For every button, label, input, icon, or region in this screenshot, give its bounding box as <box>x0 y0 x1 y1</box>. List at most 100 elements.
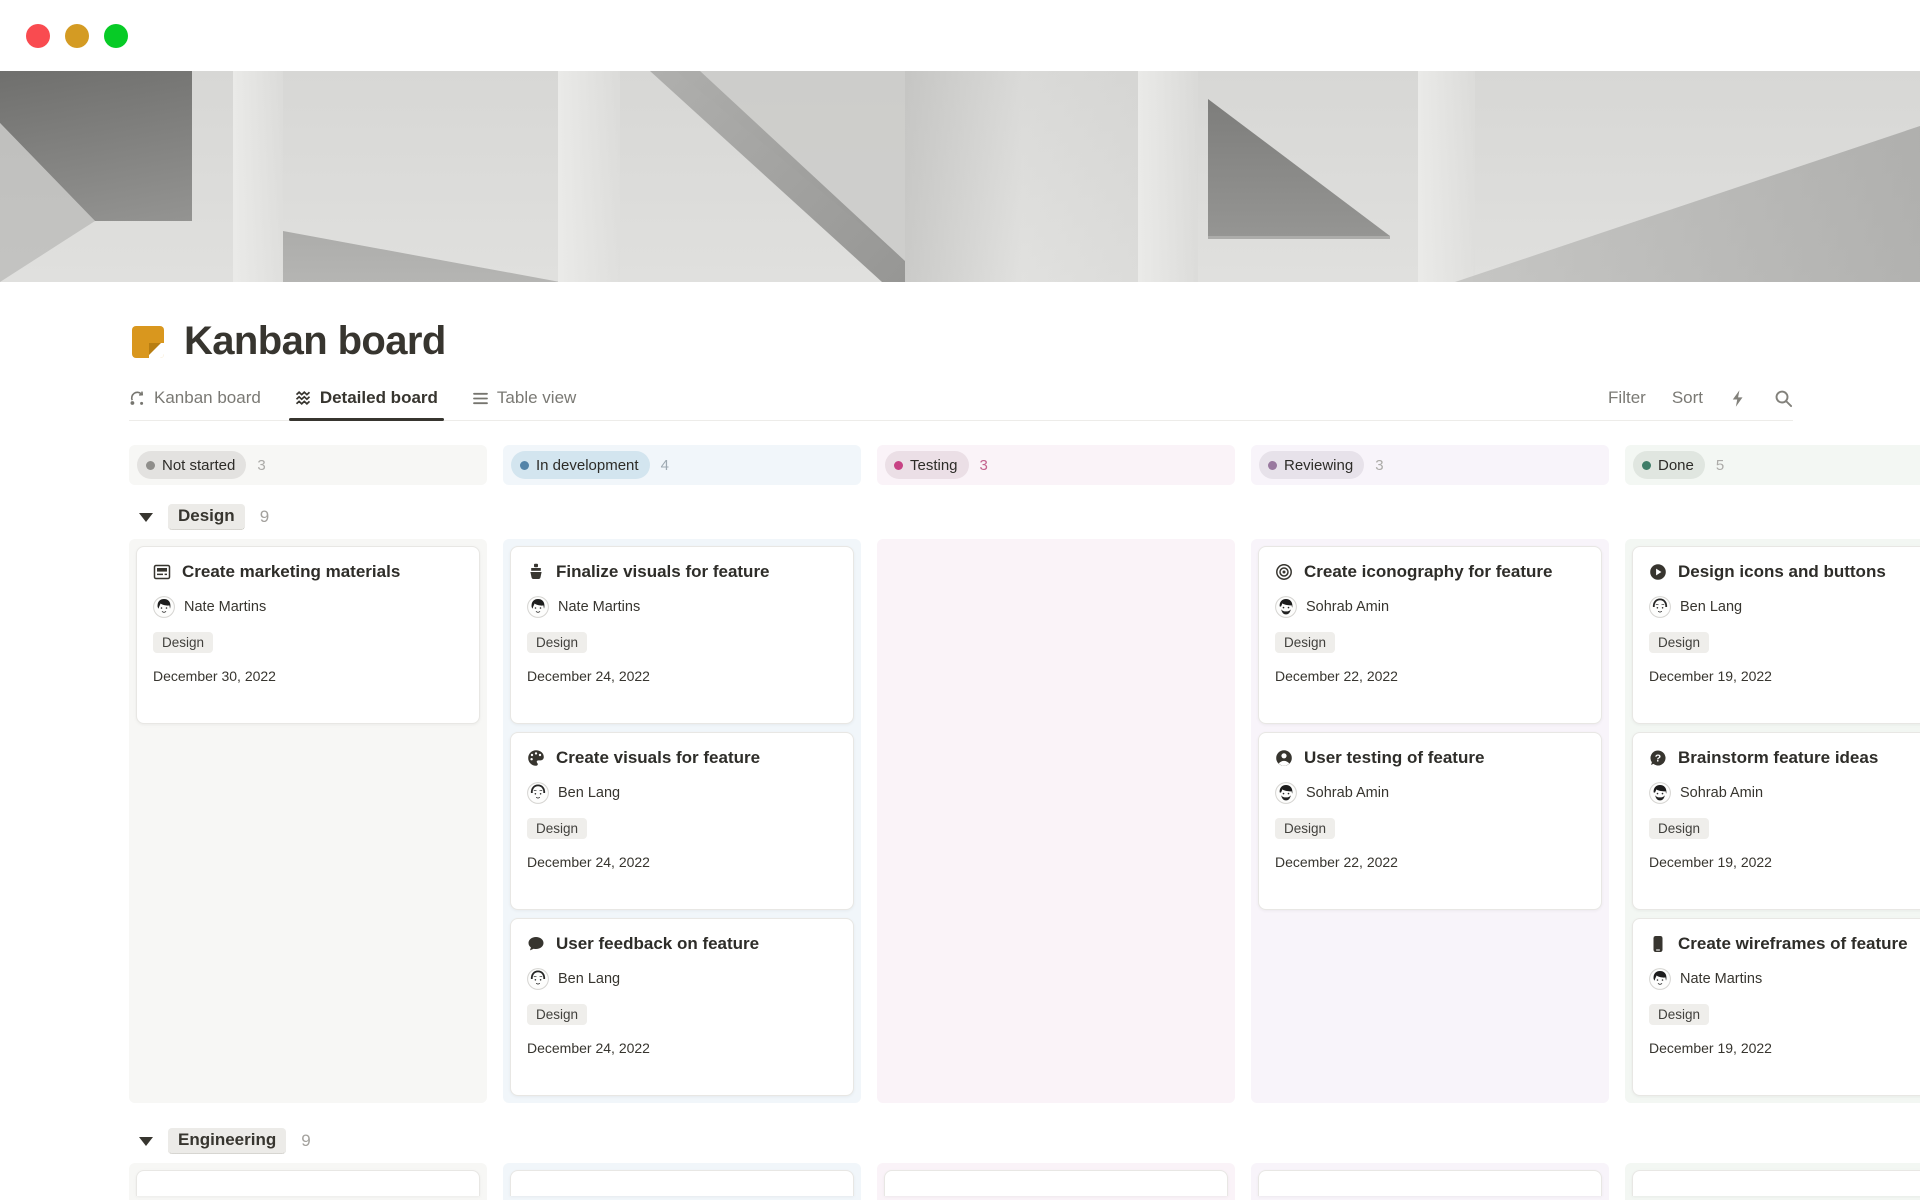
search-icon[interactable] <box>1774 389 1793 408</box>
tag-design[interactable]: Design <box>1275 818 1336 839</box>
avatar <box>527 782 549 804</box>
column-count: 3 <box>1375 456 1384 474</box>
column-header-in-development: In development 4 <box>503 445 861 485</box>
card-title: Design icons and buttons <box>1678 562 1886 581</box>
card-title: Create marketing materials <box>182 562 401 581</box>
assignee-name: Sohrab Amin <box>1680 785 1764 801</box>
tab-detailed-board[interactable]: Detailed board <box>288 388 445 421</box>
assignee-name: Ben Lang <box>558 971 621 987</box>
fullscreen-button[interactable] <box>104 23 128 48</box>
window-titlebar <box>0 0 1920 71</box>
column-count: 3 <box>257 456 266 474</box>
group-name-pill[interactable]: Design <box>168 504 245 530</box>
tag-row: Design <box>1275 818 1585 854</box>
card-preview[interactable] <box>1632 1170 1920 1196</box>
user-circle-icon <box>1275 749 1293 767</box>
due-date: December 19, 2022 <box>1649 854 1772 870</box>
card-finalize-visuals-for-feature[interactable]: Finalize visuals for feature Nate Martin… <box>510 546 854 724</box>
assignee-row: Nate Martins <box>1649 968 1920 990</box>
close-button[interactable] <box>26 23 50 48</box>
card-design-icons-and-buttons[interactable]: Design icons and buttons Ben Lang Design… <box>1632 546 1920 724</box>
card-preview[interactable] <box>1258 1170 1602 1196</box>
card-user-testing-of-feature[interactable]: User testing of feature Sohrab Amin Desi… <box>1258 732 1602 910</box>
card-user-feedback-on-feature[interactable]: User feedback on feature Ben Lang Design… <box>510 918 854 1096</box>
assignee-row: Sohrab Amin <box>1275 596 1585 618</box>
cover-image[interactable] <box>0 71 1920 282</box>
tag-design[interactable]: Design <box>153 632 214 653</box>
card-title-row: User testing of feature <box>1275 748 1585 768</box>
group-columns-design: Create marketing materials Nate Martins … <box>129 539 1920 1103</box>
tab-kanban-board[interactable]: Kanban board <box>129 388 261 420</box>
kanban-board: Not started 3 In development 4 Testing <box>129 445 1920 1200</box>
group-name-pill[interactable]: Engineering <box>168 1128 287 1154</box>
card-title: Brainstorm feature ideas <box>1678 748 1879 767</box>
tag-row: Design <box>1649 1004 1920 1040</box>
column-reviewing-group-engineering <box>1251 1163 1609 1200</box>
tab-table-view[interactable]: Table view <box>472 388 576 420</box>
card-title: Create iconography for feature <box>1304 562 1553 581</box>
status-dot <box>146 460 155 470</box>
status-label: Not started <box>162 456 236 474</box>
card-create-marketing-materials[interactable]: Create marketing materials Nate Martins … <box>136 546 480 724</box>
group-columns-engineering <box>129 1163 1920 1200</box>
card-preview[interactable] <box>136 1170 480 1196</box>
collapse-triangle-icon[interactable] <box>139 512 153 522</box>
status-dot <box>1642 460 1651 470</box>
tag-design[interactable]: Design <box>527 632 588 653</box>
column-testing-group-engineering <box>877 1163 1235 1200</box>
card-title-row: Create iconography for feature <box>1275 562 1585 582</box>
tag-design[interactable]: Design <box>1649 1004 1710 1025</box>
avatar <box>1649 596 1671 618</box>
avatar <box>527 968 549 990</box>
card-create-visuals-for-feature[interactable]: Create visuals for feature Ben Lang Desi… <box>510 732 854 910</box>
card-title-row: Create wireframes of feature <box>1649 934 1920 954</box>
status-pill-reviewing[interactable]: Reviewing <box>1259 451 1365 479</box>
assignee-name: Nate Martins <box>558 599 641 615</box>
column-not-started-group-engineering <box>129 1163 487 1200</box>
assignee-row: Sohrab Amin <box>1649 782 1920 804</box>
page-icon[interactable] <box>129 323 167 361</box>
phone-icon <box>1649 935 1667 953</box>
due-date: December 19, 2022 <box>1649 668 1772 684</box>
tag-design[interactable]: Design <box>527 1004 588 1025</box>
group-count: 9 <box>259 507 270 526</box>
status-label: In development <box>536 456 639 474</box>
avatar <box>1275 596 1297 618</box>
view-tabbar: Kanban board Detailed board Table view F… <box>129 388 1793 421</box>
tag-design[interactable]: Design <box>527 818 588 839</box>
tag-design[interactable]: Design <box>1649 632 1710 653</box>
page-title[interactable]: Kanban board <box>184 319 446 363</box>
sort-button[interactable]: Sort <box>1671 388 1703 407</box>
column-header-testing: Testing 3 <box>877 445 1235 485</box>
status-pill-done[interactable]: Done <box>1633 451 1705 479</box>
filter-button[interactable]: Filter <box>1608 388 1646 407</box>
column-in-development-group-design: Finalize visuals for feature Nate Martin… <box>503 539 861 1103</box>
tag-row: Design <box>1649 818 1920 854</box>
tag-design[interactable]: Design <box>1649 818 1710 839</box>
status-dot <box>1268 460 1277 470</box>
status-label: Reviewing <box>1284 456 1354 474</box>
group-header-engineering: Engineering 9 <box>139 1125 1920 1157</box>
assignee-name: Ben Lang <box>558 785 621 801</box>
card-title: Finalize visuals for feature <box>556 562 770 581</box>
column-in-development-group-engineering <box>503 1163 861 1200</box>
collapse-triangle-icon[interactable] <box>139 1136 153 1146</box>
lightning-icon[interactable] <box>1729 389 1748 408</box>
status-pill-testing[interactable]: Testing <box>885 451 969 479</box>
column-count: 3 <box>979 456 988 474</box>
minimize-button[interactable] <box>65 23 89 48</box>
status-pill-in-development[interactable]: In development <box>511 451 650 479</box>
question-bubble-icon: ? <box>1649 749 1667 767</box>
card-preview[interactable] <box>510 1170 854 1196</box>
card-title-row: User feedback on feature <box>527 934 837 954</box>
avatar <box>153 596 175 618</box>
card-preview[interactable] <box>884 1170 1228 1196</box>
tag-design[interactable]: Design <box>1275 632 1336 653</box>
newspaper-icon <box>153 563 171 581</box>
card-create-iconography-for-feature[interactable]: Create iconography for feature Sohrab Am… <box>1258 546 1602 724</box>
group-header-design: Design 9 <box>139 501 1920 533</box>
status-pill-not-started[interactable]: Not started <box>137 451 247 479</box>
due-date: December 30, 2022 <box>153 668 276 684</box>
card-create-wireframes-of-feature[interactable]: Create wireframes of feature Nate Martin… <box>1632 918 1920 1096</box>
card-brainstorm-feature-ideas[interactable]: ? Brainstorm feature ideas Sohrab Amin D… <box>1632 732 1920 910</box>
